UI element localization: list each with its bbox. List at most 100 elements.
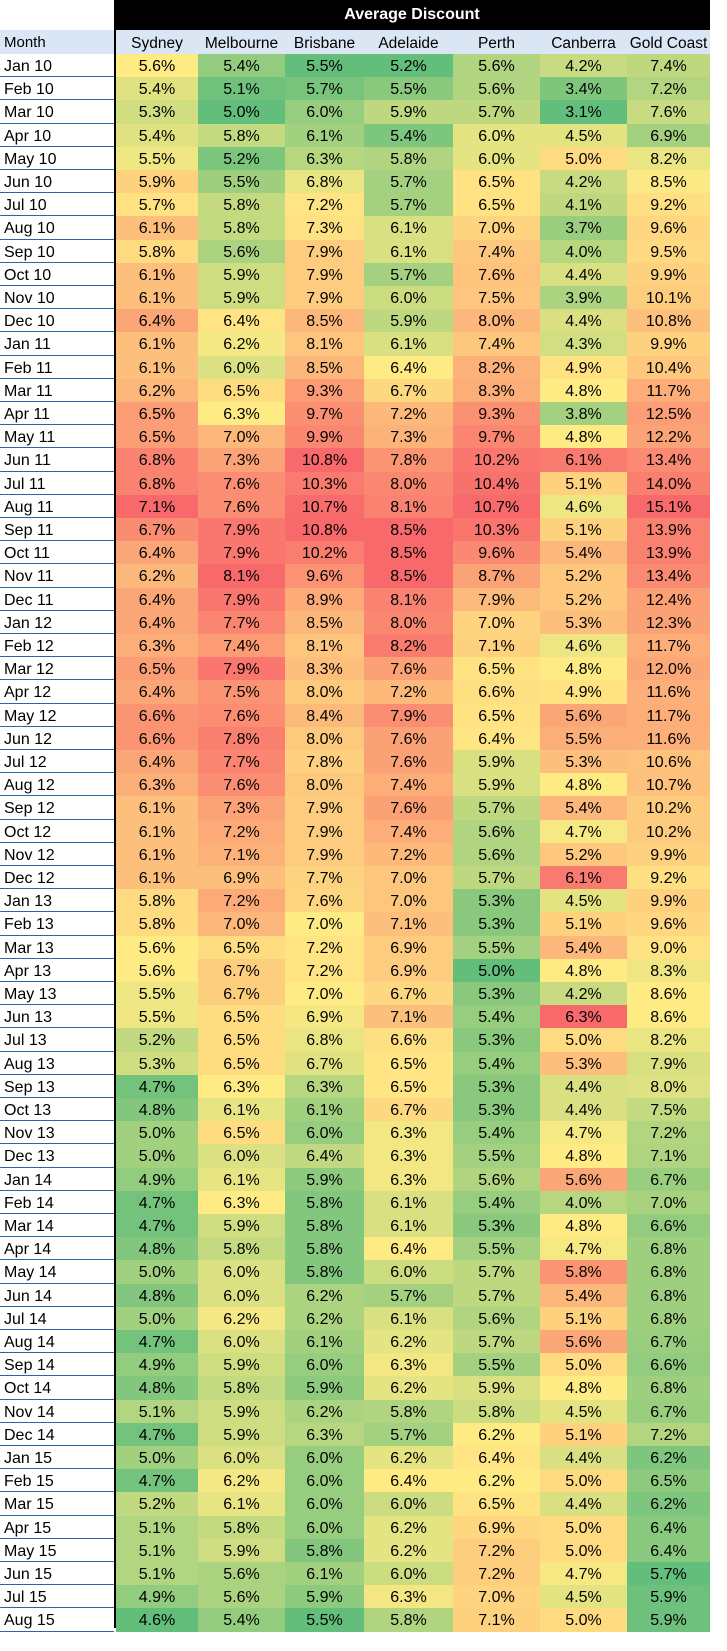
- heatmap-cell-melbourne: 6.5%: [198, 378, 285, 402]
- heatmap-cell-adelaide: 6.4%: [364, 1237, 453, 1261]
- row-month-label: Mar 14: [4, 1218, 54, 1235]
- heatmap-cell-gold-coast: 6.4%: [627, 1538, 710, 1562]
- heatmap-cell-melbourne: 6.1%: [198, 1098, 285, 1122]
- heatmap-cell-adelaide: 5.7%: [364, 1283, 453, 1307]
- table-row: Jul 12 6.4% 7.7% 7.8% 7.6% 5.9% 5.3% 10.6%: [0, 750, 710, 774]
- heatmap-cell-brisbane: 5.9%: [285, 1585, 364, 1609]
- heatmap-cell-canberra: 3.8%: [540, 402, 627, 426]
- row-rule: [0, 980, 114, 982]
- row-month-label: Dec 10: [4, 313, 55, 331]
- row-month-label: Apr 11: [4, 406, 50, 423]
- heatmap-cell-brisbane: 7.9%: [285, 239, 364, 263]
- row-rule: [0, 1491, 114, 1493]
- table-row: Apr 12 6.4% 7.5% 8.0% 7.2% 6.6% 4.9% 11.6%: [0, 680, 710, 704]
- heatmap-cell-brisbane: 7.9%: [285, 286, 364, 310]
- heatmap-cell-perth: 5.6%: [453, 1306, 540, 1330]
- heatmap-cell-adelaide: 7.1%: [364, 1005, 453, 1029]
- table-row: Mar 15 5.2% 6.1% 6.0% 6.0% 6.5% 4.4% 6.2%: [0, 1492, 710, 1516]
- heatmap-cell-melbourne: 7.0%: [198, 912, 285, 936]
- heatmap-cell-melbourne: 5.4%: [198, 1608, 285, 1632]
- heatmap-cell-sydney: 5.9%: [116, 170, 198, 194]
- heatmap-cell-perth: 5.8%: [453, 1399, 540, 1423]
- heatmap-cell-gold-coast: 12.2%: [627, 425, 710, 449]
- heatmap-cell-melbourne: 7.6%: [198, 773, 285, 797]
- heatmap-cell-sydney: 5.5%: [116, 982, 198, 1006]
- heatmap-cell-canberra: 5.1%: [540, 1306, 627, 1330]
- heatmap-cell-canberra: 4.2%: [540, 54, 627, 78]
- heatmap-cell-canberra: 4.6%: [540, 634, 627, 658]
- heatmap-cell-sydney: 5.0%: [116, 1260, 198, 1284]
- heatmap-cell-perth: 8.0%: [453, 309, 540, 333]
- heatmap-cell-sydney: 6.1%: [116, 796, 198, 820]
- heatmap-cell-adelaide: 5.7%: [364, 193, 453, 217]
- heatmap-cell-gold-coast: 8.0%: [627, 1074, 710, 1098]
- heatmap-cell-melbourne: 7.9%: [198, 518, 285, 542]
- heatmap-cell-adelaide: 6.1%: [364, 239, 453, 263]
- heatmap-cell-sydney: 6.4%: [116, 309, 198, 333]
- heatmap-cell-canberra: 4.8%: [540, 425, 627, 449]
- heatmap-cell-brisbane: 6.3%: [285, 146, 364, 170]
- table-row: Feb 12 6.3% 7.4% 8.1% 8.2% 7.1% 4.6% 11.7%: [0, 634, 710, 658]
- table-row: Jan 11 6.1% 6.2% 8.1% 6.1% 7.4% 4.3% 9.9%: [0, 332, 710, 356]
- row-month-label: Mar 12: [4, 661, 54, 679]
- heatmap-cell-adelaide: 5.5%: [364, 77, 453, 101]
- row-month-label: Aug 11: [4, 498, 54, 516]
- heatmap-cell-gold-coast: 13.9%: [627, 518, 710, 542]
- row-month-label: May 14: [4, 1264, 57, 1282]
- table-row: Jun 13 5.5% 6.5% 6.9% 7.1% 5.4% 6.3% 8.6%: [0, 1005, 710, 1029]
- heatmap-cell-canberra: 4.4%: [540, 262, 627, 286]
- heatmap-cell-canberra: 4.1%: [540, 193, 627, 217]
- heatmap-cell-melbourne: 6.0%: [198, 355, 285, 379]
- heatmap-cell-sydney: 6.1%: [116, 355, 198, 379]
- heatmap-cell-adelaide: 6.9%: [364, 935, 453, 959]
- table-row: Oct 14 4.8% 5.8% 5.9% 6.2% 5.9% 4.8% 6.8%: [0, 1376, 710, 1400]
- heatmap-cell-adelaide: 6.2%: [364, 1538, 453, 1562]
- heatmap-cell-gold-coast: 6.2%: [627, 1446, 710, 1470]
- heatmap-cell-adelaide: 5.2%: [364, 54, 453, 78]
- heatmap-cell-melbourne: 6.5%: [198, 1121, 285, 1145]
- heatmap-cell-adelaide: 7.2%: [364, 842, 453, 866]
- row-rule: [0, 168, 114, 170]
- table-row: Aug 11 7.1% 7.6% 10.7% 8.1% 10.7% 4.6% 15.1%: [0, 494, 710, 518]
- heatmap-cell-gold-coast: 11.7%: [627, 634, 710, 658]
- heatmap-cell-brisbane: 7.2%: [285, 935, 364, 959]
- heatmap-cell-canberra: 5.6%: [540, 703, 627, 727]
- row-rule: [0, 725, 114, 727]
- row-rule: [0, 702, 114, 704]
- heatmap-cell-perth: 5.7%: [453, 796, 540, 820]
- row-month-label: Apr 15: [4, 1519, 52, 1537]
- heatmap-cell-canberra: 3.1%: [540, 100, 627, 124]
- heatmap-cell-gold-coast: 13.4%: [627, 448, 710, 472]
- heatmap-cell-canberra: 5.1%: [540, 471, 627, 495]
- heatmap-cell-canberra: 5.3%: [540, 1051, 627, 1075]
- heatmap-cell-perth: 5.7%: [453, 1260, 540, 1284]
- heatmap-cell-canberra: 6.3%: [540, 1005, 627, 1029]
- heatmap-cell-gold-coast: 8.2%: [627, 146, 710, 170]
- table-row: Jun 15 5.1% 5.6% 6.1% 6.0% 7.2% 4.7% 5.7%: [0, 1562, 710, 1586]
- row-rule: [0, 656, 114, 658]
- table-row: Dec 14 4.7% 5.9% 6.3% 5.7% 6.2% 5.1% 7.2%: [0, 1422, 710, 1446]
- heatmap-cell-gold-coast: 8.5%: [627, 170, 710, 194]
- heatmap-cell-sydney: 6.2%: [116, 564, 198, 588]
- heatmap-cell-adelaide: 6.4%: [364, 355, 453, 379]
- table-row: Apr 14 4.8% 5.8% 5.8% 6.4% 5.5% 4.7% 6.8%: [0, 1237, 710, 1261]
- heatmap-cell-sydney: 6.1%: [116, 332, 198, 356]
- heatmap-cell-sydney: 5.6%: [116, 935, 198, 959]
- heatmap-cell-sydney: 4.9%: [116, 1167, 198, 1191]
- heatmap-cell-perth: 5.6%: [453, 842, 540, 866]
- heatmap-cell-sydney: 6.4%: [116, 680, 198, 704]
- row-month-label: Oct 12: [4, 823, 52, 841]
- heatmap-cell-brisbane: 5.5%: [285, 1608, 364, 1632]
- heatmap-cell-brisbane: 6.0%: [285, 1446, 364, 1470]
- table-row: Sep 10 5.8% 5.6% 7.9% 6.1% 7.4% 4.0% 9.5%: [0, 239, 710, 263]
- row-rule: [0, 377, 114, 379]
- heatmap-cell-brisbane: 6.1%: [285, 1098, 364, 1122]
- heatmap-cell-sydney: 6.1%: [116, 819, 198, 843]
- heatmap-cell-canberra: 5.6%: [540, 1330, 627, 1354]
- row-month-label: Mar 15: [4, 1496, 54, 1514]
- heatmap-cell-perth: 8.2%: [453, 355, 540, 379]
- heatmap-cell-canberra: 4.7%: [540, 1121, 627, 1145]
- heatmap-cell-adelaide: 6.2%: [364, 1330, 453, 1354]
- heatmap-cell-brisbane: 10.3%: [285, 471, 364, 495]
- row-month-label: Aug 10: [4, 220, 55, 238]
